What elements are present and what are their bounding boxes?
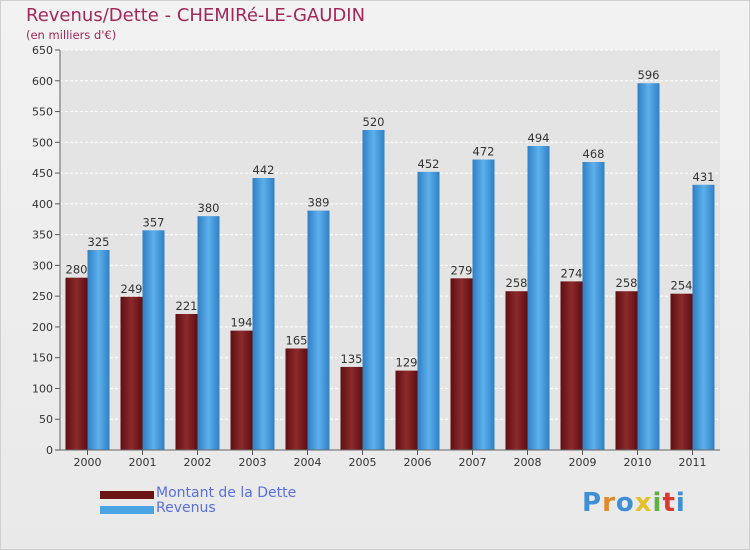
axis-layer: 0 50 100 150 200 250 300 350 400 450 500 550 600 650 2… — [32, 44, 720, 469]
chart-title: Revenus/Dette - CHEMIRé-LE-GAUDIN — [26, 5, 366, 26]
x-tick-label: 2006 — [404, 456, 432, 469]
logo-letter: x — [634, 488, 653, 518]
x-tick-label: 2005 — [349, 456, 377, 469]
bar-revenue — [252, 178, 275, 450]
bar-revenue — [87, 250, 110, 450]
y-tick-label: 550 — [32, 106, 53, 119]
x-tick-label: 2003 — [239, 456, 267, 469]
legend-label-debt: Montant de la Dette — [156, 485, 297, 501]
data-label-debt: 221 — [176, 299, 198, 313]
y-tick-label: 400 — [32, 198, 53, 211]
y-tick-label: 100 — [32, 382, 53, 395]
legend-swatch-revenue — [100, 506, 154, 514]
bar-debt — [615, 291, 638, 450]
plot-area — [60, 50, 720, 450]
logo-letter: o — [615, 488, 635, 518]
data-label-revenue: 325 — [88, 235, 110, 249]
y-tick-label: 0 — [46, 444, 53, 457]
data-label-revenue: 431 — [693, 170, 715, 184]
y-tick-label: 150 — [32, 352, 53, 365]
proxiti-logo: Proxiti — [582, 488, 686, 518]
y-tick-label: 350 — [32, 229, 53, 242]
y-tick-label: 650 — [32, 44, 53, 57]
y-tick-label: 50 — [39, 413, 53, 426]
x-tick-label: 2002 — [184, 456, 212, 469]
bar-revenue — [637, 83, 660, 450]
x-tick-label: 2004 — [294, 456, 322, 469]
bar-debt — [505, 291, 528, 450]
data-label-debt: 279 — [451, 263, 473, 277]
bar-revenue — [582, 162, 605, 450]
bar-debt — [560, 281, 583, 450]
data-label-revenue: 357 — [143, 215, 165, 229]
x-tick-label: 2000 — [74, 456, 102, 469]
grid-layer — [60, 49, 720, 451]
bar-debt — [120, 296, 143, 450]
y-tick-label: 600 — [32, 75, 53, 88]
data-label-debt: 249 — [121, 282, 143, 296]
x-tick-label: 2010 — [624, 456, 652, 469]
bar-revenue — [142, 230, 165, 450]
data-label-revenue: 472 — [473, 145, 495, 159]
y-tick-label: 300 — [32, 259, 53, 272]
data-label-revenue: 389 — [308, 196, 330, 210]
y-tick-label: 200 — [32, 321, 53, 334]
data-label-debt: 258 — [616, 276, 638, 290]
bar-revenue — [692, 184, 715, 450]
y-tick-label: 500 — [32, 136, 53, 149]
data-label-debt: 135 — [341, 352, 363, 366]
x-tick-label: 2007 — [459, 456, 487, 469]
data-label-revenue: 520 — [363, 115, 385, 129]
logo-letter: P — [582, 488, 603, 518]
bar-debt — [65, 277, 88, 450]
bar-revenue — [417, 171, 440, 450]
bar-debt — [285, 348, 308, 450]
y-tick-label: 450 — [32, 167, 53, 180]
data-label-debt: 258 — [506, 276, 528, 290]
logo-letter: r — [602, 488, 616, 518]
legend-swatch-debt — [100, 491, 154, 499]
data-label-revenue: 380 — [198, 201, 220, 215]
bar-debt — [175, 314, 198, 450]
data-label-revenue: 452 — [418, 157, 440, 171]
data-label-debt: 194 — [231, 316, 253, 330]
y-tick-label: 250 — [32, 290, 53, 303]
data-label-revenue: 468 — [583, 147, 605, 161]
x-tick-label: 2011 — [679, 456, 707, 469]
x-tick-label: 2009 — [569, 456, 597, 469]
bar-revenue — [362, 130, 385, 450]
x-tick-label: 2008 — [514, 456, 542, 469]
legend-label-revenue: Revenus — [156, 500, 216, 516]
logo-letter: t — [662, 488, 676, 518]
data-label-revenue: 596 — [638, 68, 660, 82]
data-label-debt: 274 — [561, 266, 583, 280]
x-tick-label: 2001 — [129, 456, 157, 469]
data-label-debt: 165 — [286, 333, 308, 347]
bar-debt — [670, 293, 693, 450]
bar-revenue — [307, 210, 330, 450]
data-label-debt: 280 — [66, 263, 88, 277]
data-label-debt: 129 — [396, 356, 418, 370]
bar-debt — [340, 366, 363, 450]
bar-debt — [395, 370, 418, 450]
bar-debt — [230, 330, 253, 450]
bar-revenue — [472, 159, 495, 451]
chart-subtitle: (en milliers d'€) — [26, 28, 117, 42]
bar-revenue — [527, 146, 550, 450]
bar-debt — [450, 278, 473, 450]
data-label-revenue: 442 — [253, 163, 275, 177]
data-label-debt: 254 — [671, 279, 693, 293]
data-label-revenue: 494 — [528, 131, 550, 145]
logo-letter: i — [675, 488, 686, 518]
logo-letter: i — [652, 488, 663, 518]
bar-revenue — [197, 216, 220, 450]
